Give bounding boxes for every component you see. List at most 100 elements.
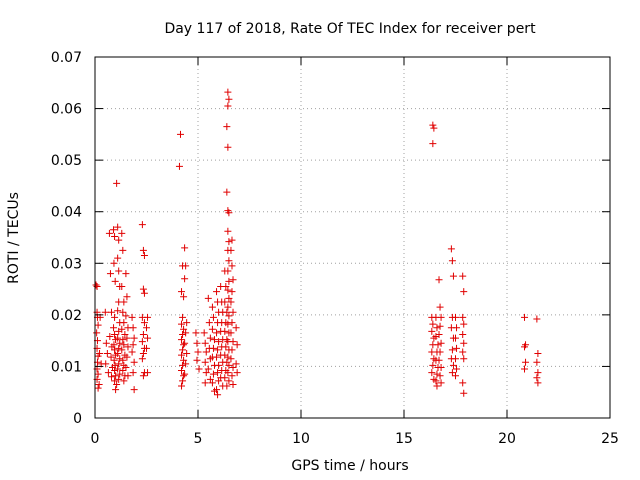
data-point	[459, 272, 467, 280]
data-point	[179, 330, 187, 338]
data-point	[224, 88, 232, 96]
x-tick-label: 5	[194, 431, 203, 447]
data-point	[225, 95, 233, 103]
data-point	[206, 375, 214, 383]
data-point	[119, 308, 127, 316]
data-point	[130, 334, 138, 342]
data-point	[452, 313, 459, 321]
data-point	[195, 365, 203, 373]
grid-lines	[95, 57, 610, 418]
data-point	[178, 320, 186, 328]
data-point	[202, 348, 210, 356]
data-point	[124, 343, 132, 351]
data-point	[123, 353, 131, 361]
data-point	[110, 324, 118, 332]
data-point	[460, 389, 468, 397]
data-point	[120, 341, 128, 349]
data-point	[208, 379, 216, 387]
data-point	[224, 353, 232, 361]
data-point	[138, 338, 146, 346]
data-point	[193, 356, 201, 364]
data-point	[183, 319, 191, 327]
data-point	[128, 348, 136, 356]
data-point	[229, 308, 237, 316]
data-point	[221, 374, 229, 382]
data-point	[144, 369, 152, 377]
data-point	[429, 121, 437, 129]
data-point	[228, 262, 236, 270]
data-point	[227, 355, 235, 363]
data-point	[225, 361, 233, 369]
data-point	[213, 353, 221, 361]
data-point	[180, 341, 188, 349]
data-point	[223, 123, 231, 131]
data-point	[232, 360, 240, 368]
data-point	[213, 386, 221, 394]
data-point	[94, 370, 102, 378]
data-point	[129, 369, 137, 377]
data-point	[432, 377, 440, 385]
data-point	[182, 360, 190, 368]
data-point	[111, 367, 119, 375]
data-point	[181, 339, 189, 347]
data-point	[201, 379, 209, 387]
x-tick-label: 10	[292, 431, 310, 447]
data-point	[94, 384, 102, 392]
data-point	[139, 246, 147, 254]
data-point	[179, 377, 187, 385]
data-point	[460, 339, 468, 347]
data-point	[104, 369, 112, 377]
data-point	[119, 336, 127, 344]
data-point	[128, 313, 136, 321]
data-point	[111, 346, 119, 354]
data-point	[118, 325, 126, 333]
data-point	[459, 348, 467, 356]
y-tick-label: 0.03	[51, 256, 82, 272]
data-point	[114, 334, 122, 342]
data-point	[435, 276, 443, 284]
data-point	[179, 346, 187, 354]
data-point	[224, 286, 232, 294]
data-point	[115, 360, 123, 368]
data-point	[106, 270, 114, 278]
y-tick-labels: 0 0.01 0.02 0.03 0.04 0.05 0.06 0.07	[51, 50, 82, 427]
data-point	[229, 363, 237, 371]
data-point	[118, 282, 126, 290]
data-point	[224, 102, 232, 110]
data-point	[434, 341, 442, 349]
data-point	[122, 270, 130, 278]
data-point	[114, 307, 122, 315]
data-point	[429, 320, 437, 328]
data-point	[204, 294, 212, 302]
data-point	[115, 236, 123, 244]
x-tick-label: 0	[91, 431, 100, 447]
data-point	[116, 355, 124, 363]
data-point	[115, 267, 123, 275]
data-point	[178, 367, 186, 375]
data-point	[139, 285, 147, 293]
data-point	[181, 244, 189, 252]
data-point	[214, 391, 222, 399]
data-point	[206, 334, 214, 342]
data-point	[130, 358, 138, 366]
data-point	[449, 272, 457, 280]
data-point	[182, 262, 190, 270]
data-point	[215, 338, 223, 346]
data-point	[120, 319, 128, 327]
plot-frame	[94, 56, 611, 419]
data-point	[180, 325, 188, 333]
data-point	[176, 130, 184, 138]
data-point	[213, 288, 221, 296]
data-point	[139, 330, 147, 338]
data-point	[222, 343, 230, 351]
data-point	[122, 312, 130, 320]
data-point	[452, 372, 459, 380]
data-point	[435, 330, 443, 338]
data-point	[140, 289, 148, 297]
data-point	[227, 298, 235, 306]
data-point	[225, 377, 233, 385]
data-point	[534, 379, 542, 387]
data-point	[139, 350, 147, 358]
y-tick-label: 0.04	[51, 205, 82, 221]
